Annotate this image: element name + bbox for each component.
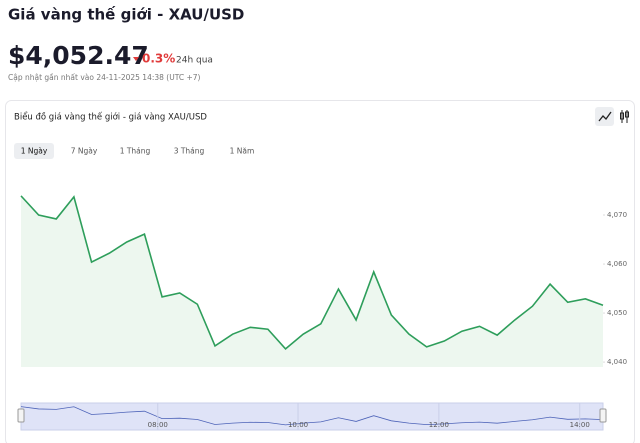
tab[interactable]: 7 Ngày — [71, 147, 98, 156]
price: $4,052.47 — [8, 41, 149, 70]
y-tick-label: 4,050 — [607, 309, 627, 317]
navigator-handle[interactable] — [599, 408, 607, 423]
y-tick-label: 4,070 — [607, 211, 627, 219]
line-icon — [598, 111, 612, 122]
tab[interactable]: 1 Năm — [230, 147, 255, 156]
line-icon-button[interactable] — [595, 107, 614, 126]
navigator-handle[interactable] — [17, 408, 25, 423]
plot: 4,040 4,050 4,060 4,070 08:00 10:00 12:00 14:00 — [17, 195, 627, 431]
navigator-label: 12:00 — [429, 421, 449, 429]
y-tick-label: 4,040 — [607, 358, 627, 366]
change: 0.3% — [142, 52, 175, 66]
tab[interactable]: 1 Ngày — [21, 147, 48, 156]
navigator-label: 08:00 — [148, 421, 168, 429]
navigator-line — [20, 406, 604, 426]
navigator — [20, 402, 604, 431]
chart-title: Biểu đồ giá vàng thế giới - giá vàng XAU… — [14, 112, 207, 123]
tab[interactable]: 1 Tháng — [120, 147, 151, 156]
tab[interactable]: 3 Tháng — [174, 147, 205, 156]
tabs: 1 Ngày 7 Ngày 1 Tháng 3 Tháng 1 Năm — [14, 143, 254, 159]
page-title: Giá vàng thế giới - XAU/USD — [8, 5, 244, 24]
updated: Cập nhật gần nhất vào 24-11-2025 14:38 (… — [8, 73, 201, 82]
navigator-label: 10:00 — [288, 421, 308, 429]
down-arrow — [133, 57, 139, 61]
candle-icon[interactable] — [620, 110, 629, 123]
line — [20, 195, 604, 350]
period: 24h qua — [176, 56, 213, 66]
tab-active-bg[interactable] — [14, 143, 54, 159]
y-tick-label: 4,060 — [607, 260, 627, 268]
area — [21, 195, 603, 367]
navigator-label: 14:00 — [570, 421, 590, 429]
